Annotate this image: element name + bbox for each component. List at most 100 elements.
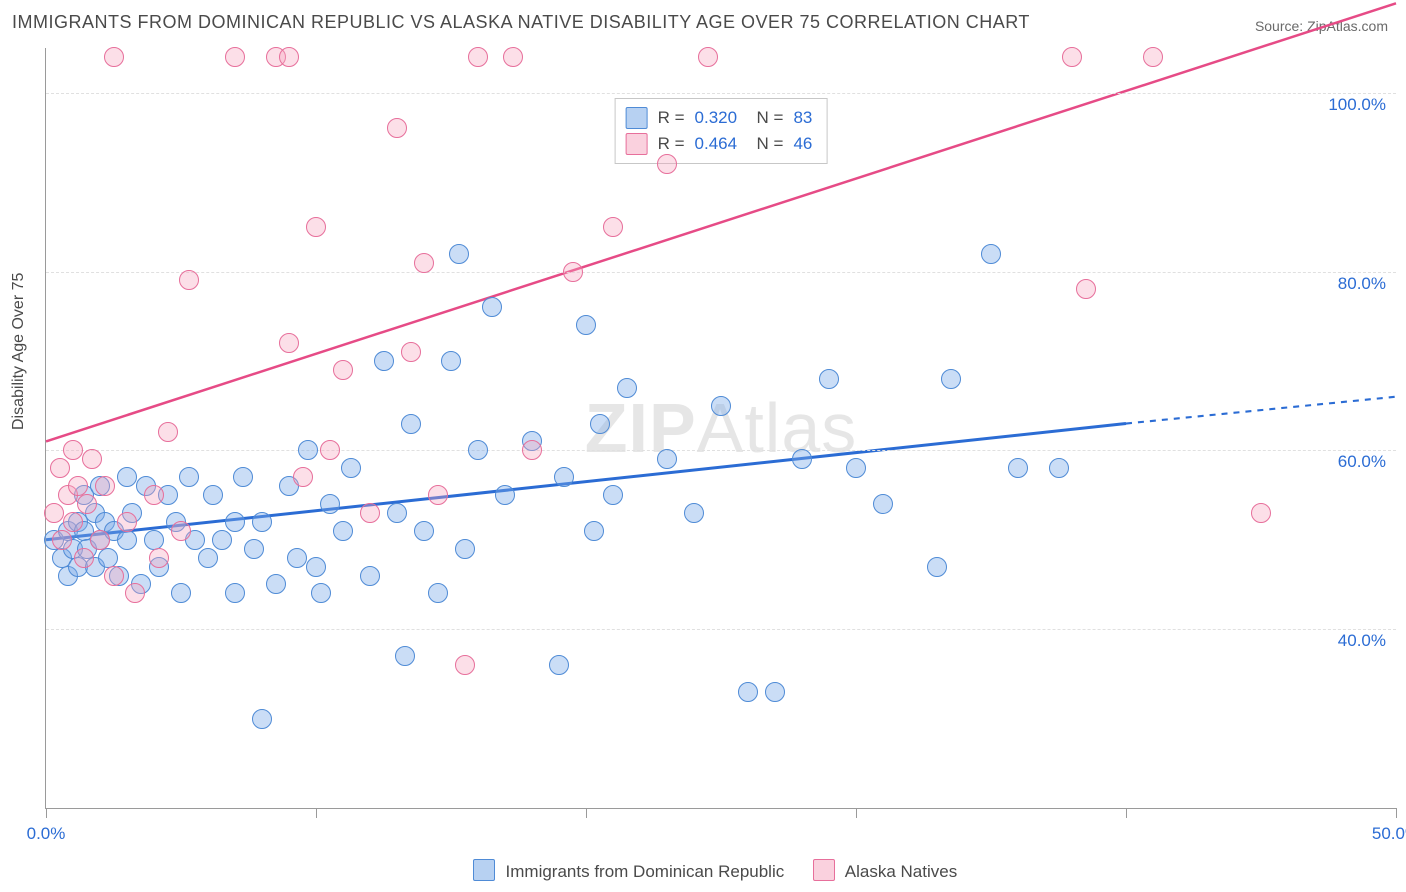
data-point [711, 396, 731, 416]
data-point [765, 682, 785, 702]
bottom-legend-label-1: Alaska Natives [845, 862, 957, 881]
data-point [495, 485, 515, 505]
data-point [684, 503, 704, 523]
data-point [171, 521, 191, 541]
data-point [657, 449, 677, 469]
legend-row-alaska: R = 0.464 N = 46 [626, 131, 813, 157]
data-point [320, 440, 340, 460]
data-point [225, 47, 245, 67]
data-point [266, 574, 286, 594]
data-point [792, 449, 812, 469]
data-point [233, 467, 253, 487]
bottom-legend-label-0: Immigrants from Dominican Republic [506, 862, 785, 881]
data-point [104, 566, 124, 586]
data-point [1062, 47, 1082, 67]
data-point [387, 503, 407, 523]
chart-title: IMMIGRANTS FROM DOMINICAN REPUBLIC VS AL… [12, 12, 1030, 33]
data-point [203, 485, 223, 505]
data-point [95, 476, 115, 496]
x-tick [1396, 808, 1397, 818]
legend-n-label: N = [747, 105, 783, 131]
data-point [1251, 503, 1271, 523]
x-tick-label: 50.0% [1372, 824, 1406, 844]
x-tick [1126, 808, 1127, 818]
data-point [414, 521, 434, 541]
data-point [44, 503, 64, 523]
swatch-pink-icon [813, 859, 835, 881]
swatch-pink-icon [626, 133, 648, 155]
data-point [50, 458, 70, 478]
data-point [287, 548, 307, 568]
x-tick-label: 0.0% [27, 824, 66, 844]
swatch-blue-icon [626, 107, 648, 129]
data-point [306, 217, 326, 237]
data-point [846, 458, 866, 478]
y-tick-label: 60.0% [1338, 452, 1386, 472]
data-point [279, 47, 299, 67]
data-point [873, 494, 893, 514]
data-point [252, 709, 272, 729]
data-point [98, 548, 118, 568]
legend-r-value: 0.320 [695, 105, 738, 131]
data-point [657, 154, 677, 174]
data-point [333, 521, 353, 541]
data-point [74, 548, 94, 568]
data-point [1143, 47, 1163, 67]
data-point [387, 118, 407, 138]
y-tick-label: 40.0% [1338, 631, 1386, 651]
data-point [125, 583, 145, 603]
data-point [522, 440, 542, 460]
data-point [395, 646, 415, 666]
data-point [179, 467, 199, 487]
data-point [144, 530, 164, 550]
data-point [455, 655, 475, 675]
data-point [468, 47, 488, 67]
legend-n-value: 83 [793, 105, 812, 131]
data-point [82, 449, 102, 469]
data-point [941, 369, 961, 389]
data-point [576, 315, 596, 335]
data-point [414, 253, 434, 273]
x-tick [586, 808, 587, 818]
data-point [482, 297, 502, 317]
data-point [341, 458, 361, 478]
data-point [149, 548, 169, 568]
data-point [455, 539, 475, 559]
data-point [244, 539, 264, 559]
x-tick [316, 808, 317, 818]
data-point [738, 682, 758, 702]
legend-r-label: R = [658, 105, 685, 131]
data-point [179, 270, 199, 290]
data-point [549, 655, 569, 675]
data-point [360, 503, 380, 523]
legend-r-value: 0.464 [695, 131, 738, 157]
data-point [52, 530, 72, 550]
data-point [603, 485, 623, 505]
data-point [63, 512, 83, 532]
scatter-plot: ZIPAtlas R = 0.320 N = 83 R = 0.464 N = … [45, 48, 1396, 809]
y-tick-label: 100.0% [1328, 95, 1386, 115]
data-point [298, 440, 318, 460]
data-point [1049, 458, 1069, 478]
source-label: Source: ZipAtlas.com [1255, 18, 1388, 34]
data-point [1076, 279, 1096, 299]
data-point [144, 485, 164, 505]
data-point [171, 583, 191, 603]
data-point [468, 440, 488, 460]
data-point [225, 583, 245, 603]
data-point [252, 512, 272, 532]
grid-line [46, 272, 1396, 273]
data-point [117, 512, 137, 532]
data-point [77, 494, 97, 514]
trend-line [46, 424, 1126, 540]
data-point [1008, 458, 1028, 478]
data-point [158, 422, 178, 442]
legend-r-label: R = [658, 131, 685, 157]
data-point [554, 467, 574, 487]
data-point [311, 583, 331, 603]
data-point [360, 566, 380, 586]
data-point [333, 360, 353, 380]
data-point [198, 548, 218, 568]
data-point [927, 557, 947, 577]
y-axis-label: Disability Age Over 75 [10, 273, 28, 430]
